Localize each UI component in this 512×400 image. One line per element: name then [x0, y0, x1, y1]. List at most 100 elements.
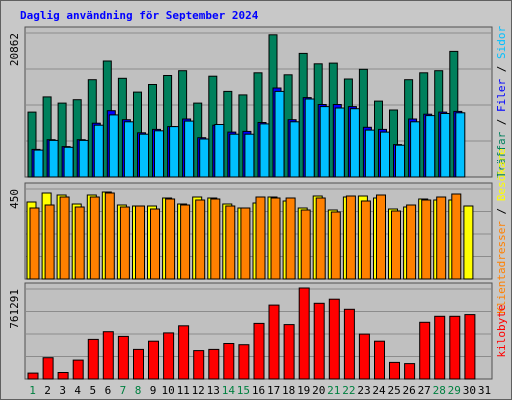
bar-sites-day-7: [119, 206, 130, 280]
y-max-tick-label: 450: [8, 189, 21, 209]
bar-sites-day-18: [285, 197, 296, 280]
bar-sites-day-13: [210, 198, 221, 280]
bar-kbytes-day-5: [87, 338, 99, 380]
bar-sites-day-8: [135, 205, 145, 280]
bar-kbytes-day-18: [283, 324, 295, 380]
x-tick-label-day-21: 21: [327, 384, 340, 397]
x-tick-label-day-18: 18: [282, 384, 295, 397]
y-axis-label-part: /: [495, 59, 508, 79]
x-tick-label-day-6: 6: [105, 384, 112, 397]
bar-sites-day-2: [44, 204, 55, 280]
bar-sites-day-12: [195, 199, 206, 280]
bar-kbytes-day-29: [449, 315, 461, 380]
bar-pages-day-29: [455, 112, 466, 178]
bar-kbytes-day-12: [193, 350, 205, 380]
bar-kbytes-day-13: [208, 348, 220, 380]
bar-kbytes-day-2: [42, 357, 54, 380]
bar-pages-day-26: [410, 121, 421, 178]
panel-kbytes: 761291 kilobyte: [8, 282, 508, 380]
bar-pages-day-19: [304, 98, 315, 178]
bar-sites-day-21: [330, 211, 341, 280]
bar-pages-day-23: [364, 129, 375, 178]
bar-pages-day-6: [108, 114, 119, 178]
x-tick-label-day-1: 1: [29, 384, 36, 397]
bar-kbytes-day-16: [253, 322, 265, 380]
panel-visits-sites: 450 Klientadresser / Besökare: [8, 148, 508, 314]
x-tick-label-day-5: 5: [89, 384, 96, 397]
bar-sites-day-3: [59, 196, 70, 280]
bar-pages-day-25: [395, 144, 405, 178]
bar-sites-day-1: [29, 207, 40, 280]
y-max-tick-label: 20862: [8, 33, 21, 66]
bar-pages-day-13: [214, 124, 225, 178]
x-tick-label-day-4: 4: [74, 384, 81, 397]
bar-sites-day-23: [360, 200, 371, 280]
bar-sites-day-6: [104, 192, 115, 280]
bar-kbytes-day-3: [57, 372, 69, 380]
bar-pages-day-16: [259, 123, 270, 178]
y-axis-label-part: /: [495, 201, 508, 221]
bar-kbytes-day-24: [374, 340, 385, 380]
x-tick-label-day-3: 3: [59, 384, 66, 397]
bar-sites-day-27: [421, 199, 432, 280]
bar-sites-day-10: [165, 198, 176, 280]
x-tick-label-day-9: 9: [150, 384, 157, 397]
x-tick-label-day-23: 23: [357, 384, 370, 397]
bar-pages-day-9: [154, 130, 164, 178]
bar-kbytes-day-7: [117, 335, 129, 380]
bar-pages-day-24: [380, 131, 390, 178]
chart-title: Daglig användning för September 2024: [20, 9, 259, 22]
bar-pages-day-2: [48, 139, 59, 178]
bar-kbytes-day-10: [163, 332, 175, 380]
x-tick-label-day-27: 27: [418, 384, 431, 397]
x-tick-label-day-25: 25: [387, 384, 400, 397]
bar-pages-day-21: [334, 107, 345, 178]
y-axis-label-part: Klientadresser: [495, 221, 508, 314]
bar-sites-day-22: [345, 195, 356, 280]
bar-pages-day-10: [169, 126, 180, 178]
x-tick-label-day-19: 19: [297, 384, 310, 397]
bar-kbytes-day-4: [72, 359, 84, 380]
bar-pages-day-17: [274, 90, 285, 178]
bar-visits-day-30: [463, 205, 474, 280]
x-tick-label-day-22: 22: [342, 384, 355, 397]
bar-kbytes-day-25: [389, 361, 400, 380]
bar-sites-day-5: [89, 196, 100, 280]
bar-sites-day-11: [180, 204, 191, 280]
x-tick-label-day-2: 2: [44, 384, 51, 397]
bar-sites-day-19: [300, 209, 311, 280]
bar-pages-day-15: [244, 133, 255, 178]
y-axis-label-part: Träffar: [495, 131, 508, 178]
bar-pages-day-1: [33, 149, 44, 178]
bar-pages-day-22: [349, 108, 360, 178]
y-axis-label: Träffar / Filer / Sidor: [495, 25, 508, 178]
bar-kbytes-day-9: [148, 340, 159, 380]
bar-kbytes-day-30: [464, 314, 476, 380]
bar-sites-day-9: [150, 208, 160, 280]
x-tick-label-day-10: 10: [161, 384, 174, 397]
bar-sites-day-4: [74, 206, 85, 280]
bar-kbytes-day-20: [313, 302, 325, 380]
bar-sites-day-28: [436, 196, 447, 280]
y-axis-label-part: Filer: [495, 78, 508, 111]
y-axis-label-part: kilobyte: [495, 305, 508, 358]
y-axis-label-part: Sidor: [495, 25, 508, 58]
x-tick-label-day-8: 8: [135, 384, 142, 397]
bar-pages-day-28: [440, 113, 451, 178]
x-tick-label-day-29: 29: [448, 384, 461, 397]
bar-pages-day-27: [425, 115, 436, 178]
bar-sites-day-17: [270, 197, 281, 280]
bar-kbytes-day-1: [27, 372, 39, 380]
x-tick-label-day-12: 12: [192, 384, 205, 397]
x-tick-label-day-13: 13: [207, 384, 220, 397]
bar-kbytes-day-28: [434, 315, 446, 380]
bar-kbytes-day-22: [343, 308, 355, 380]
bar-pages-day-14: [229, 133, 240, 178]
bar-sites-day-24: [376, 194, 386, 280]
x-tick-label-day-30: 30: [463, 384, 476, 397]
bar-pages-day-5: [93, 124, 104, 178]
bar-kbytes-day-23: [358, 333, 370, 380]
bar-kbytes-day-21: [328, 298, 340, 380]
x-tick-label-day-11: 11: [177, 384, 190, 397]
